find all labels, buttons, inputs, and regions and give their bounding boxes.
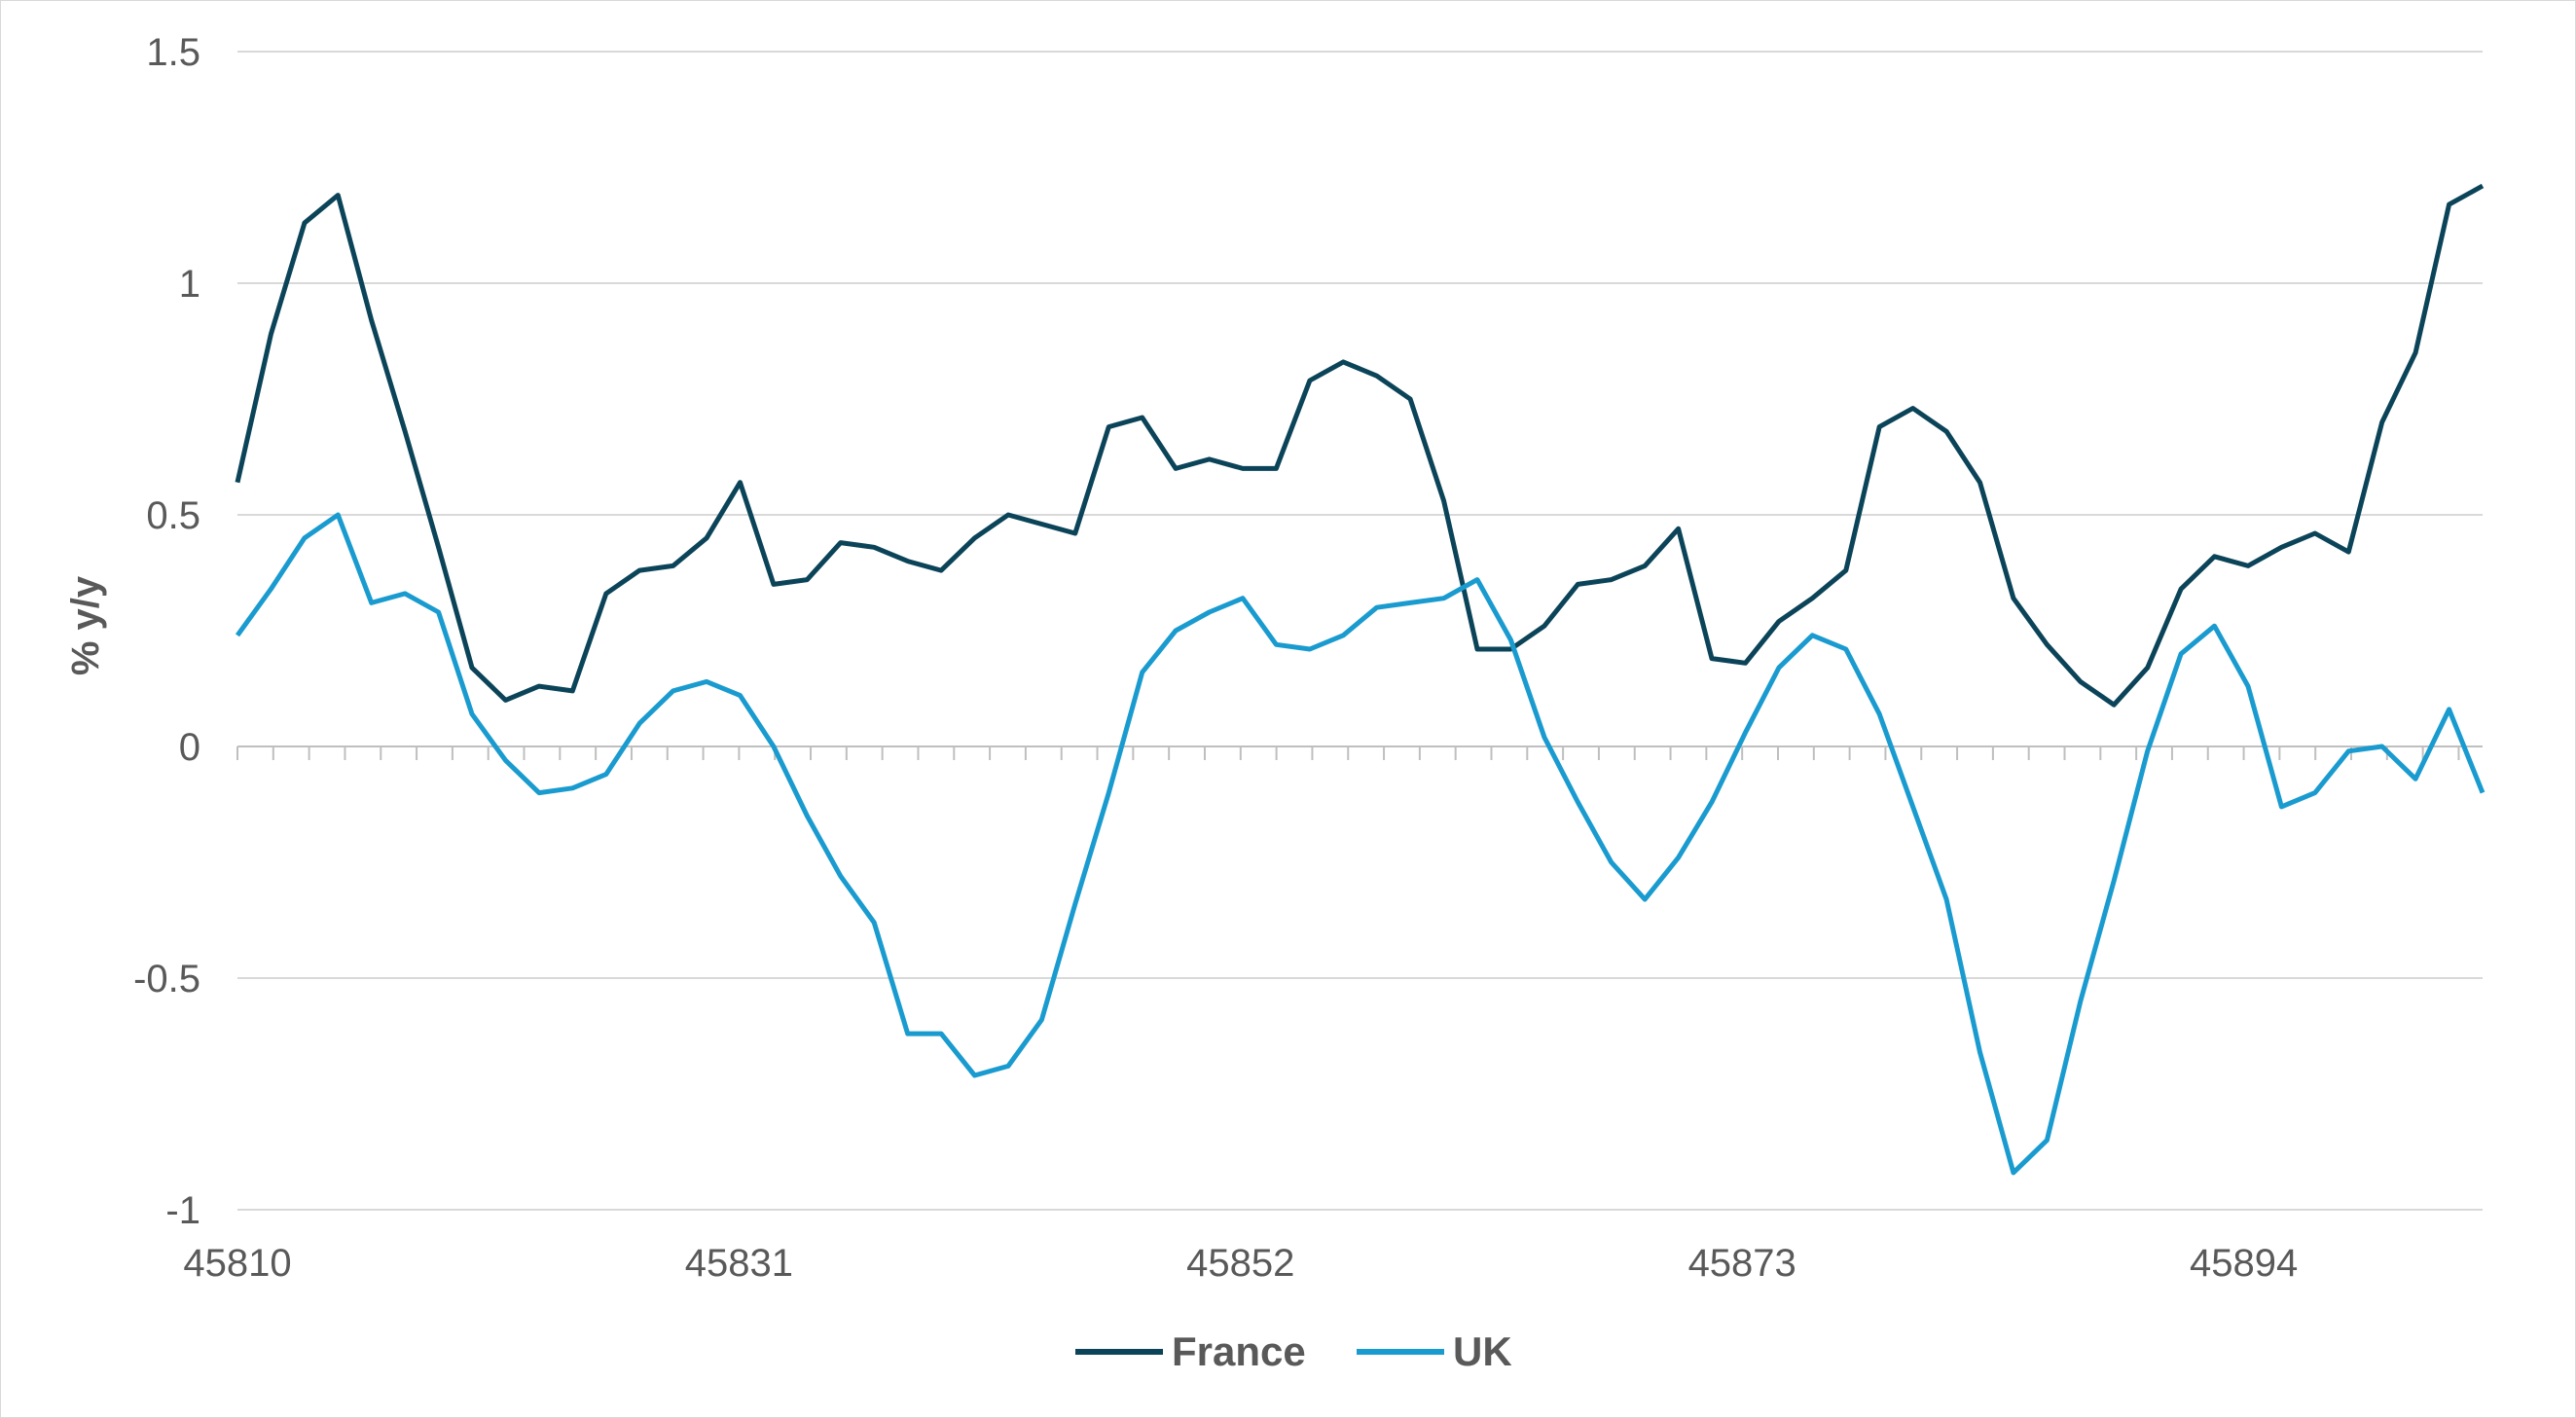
- legend-label-france: France: [1172, 1328, 1306, 1374]
- x-tick-label: 45873: [1688, 1242, 1796, 1285]
- y-axis-title: % y/y: [64, 575, 107, 675]
- y-tick-label: -0.5: [133, 958, 200, 1000]
- series-line-france: [235, 183, 2485, 708]
- legend-label-uk: UK: [1453, 1328, 1512, 1374]
- y-tick-label: 0.5: [146, 494, 200, 537]
- y-axis-tick-labels: 1.5 1 0.5 0 -0.5 -1: [133, 31, 200, 1232]
- y-tick-label: 1: [179, 263, 200, 306]
- x-tick-label: 45852: [1186, 1242, 1294, 1285]
- series-line-uk: [235, 512, 2485, 1176]
- x-axis: [236, 745, 2483, 760]
- y-tick-label: 1.5: [146, 31, 200, 74]
- series-lines: [235, 183, 2485, 1176]
- x-tick-label: 45831: [685, 1242, 793, 1285]
- y-tick-label: 0: [179, 726, 200, 769]
- gridlines: [237, 51, 2483, 1211]
- x-tick-label: 45810: [183, 1242, 291, 1285]
- y-tick-label: -1: [165, 1189, 200, 1232]
- x-tick-label: 45894: [2190, 1242, 2298, 1285]
- x-axis-tick-labels: 45810 45831 45852 45873 45894: [183, 1242, 2298, 1285]
- legend: France UK: [1075, 1328, 1512, 1374]
